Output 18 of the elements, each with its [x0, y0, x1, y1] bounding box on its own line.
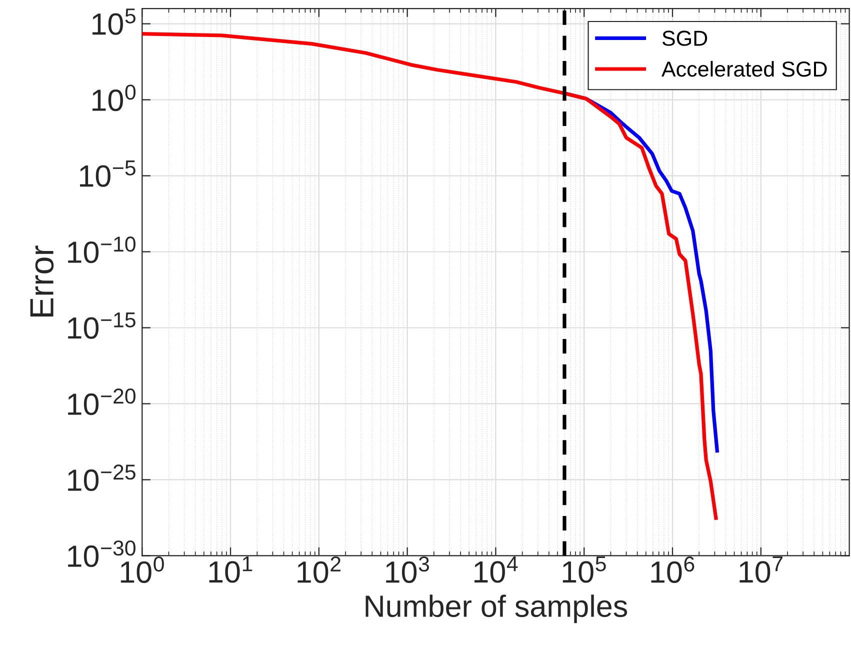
legend-label: Accelerated SGD: [662, 60, 827, 77]
x-tick-label: 10$^{2}$: [298, 556, 340, 583]
y-tick-label: 10$^{−25}$: [68, 464, 136, 492]
y-tick-label: 10$^{5}$: [92, 8, 136, 35]
x-tick-label: 10$^{3}$: [386, 556, 430, 583]
y-tick-label: 10$^{−10}$: [68, 236, 136, 264]
y-tick-label: 10$^{−15}$: [68, 312, 136, 339]
legend-label: SGD: [662, 30, 708, 46]
y-tick-label: 10$^{−5}$: [80, 160, 136, 187]
x-tick-label: 10$^{5}$: [562, 556, 606, 583]
y-tick-label: 10$^{−20}$: [68, 388, 136, 416]
x-tick-label: 10$^{7}$: [740, 556, 782, 583]
x-tick-label: 10$^{6}$: [651, 556, 694, 583]
x-tick-label: 10$^{1}$: [209, 556, 252, 583]
y-tick-label: 10$^{0}$: [92, 84, 136, 112]
x-tick-label: 10$^{4}$: [474, 556, 518, 583]
y-axis-title: Error: [30, 246, 54, 316]
x-axis-title: Number of samples: [366, 594, 628, 624]
